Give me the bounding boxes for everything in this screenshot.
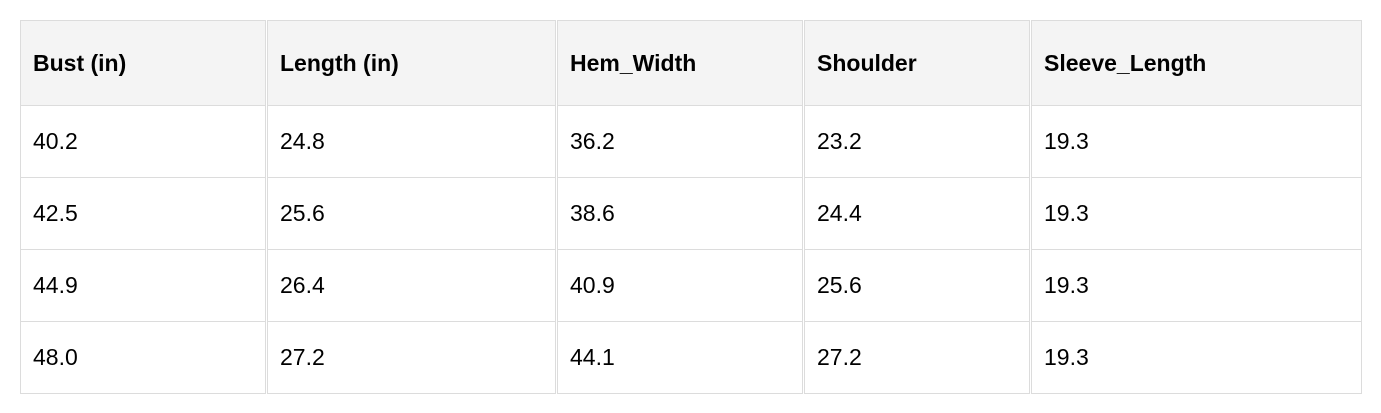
column-header: Hem_Width bbox=[557, 20, 803, 106]
table-cell: 25.6 bbox=[267, 178, 556, 250]
table-cell: 44.9 bbox=[20, 250, 266, 322]
table-cell: 25.6 bbox=[804, 250, 1030, 322]
size-table: Bust (in) Length (in) Hem_Width Shoulder… bbox=[20, 20, 1362, 394]
table-cell: 27.2 bbox=[804, 322, 1030, 394]
table-cell: 44.1 bbox=[557, 322, 803, 394]
table-cell: 40.9 bbox=[557, 250, 803, 322]
table-cell: 26.4 bbox=[267, 250, 556, 322]
table-cell: 36.2 bbox=[557, 106, 803, 178]
table-cell: 48.0 bbox=[20, 322, 266, 394]
table-row: 40.2 24.8 36.2 23.2 19.3 bbox=[20, 106, 1362, 178]
table-row: 48.0 27.2 44.1 27.2 19.3 bbox=[20, 322, 1362, 394]
table-cell: 19.3 bbox=[1031, 250, 1362, 322]
column-header: Bust (in) bbox=[20, 20, 266, 106]
table-cell: 19.3 bbox=[1031, 322, 1362, 394]
table-cell: 42.5 bbox=[20, 178, 266, 250]
table-cell: 38.6 bbox=[557, 178, 803, 250]
table-cell: 24.8 bbox=[267, 106, 556, 178]
table-cell: 24.4 bbox=[804, 178, 1030, 250]
column-header: Sleeve_Length bbox=[1031, 20, 1362, 106]
table-cell: 40.2 bbox=[20, 106, 266, 178]
column-header: Length (in) bbox=[267, 20, 556, 106]
table-cell: 19.3 bbox=[1031, 178, 1362, 250]
table-header-row: Bust (in) Length (in) Hem_Width Shoulder… bbox=[20, 20, 1362, 106]
table-cell: 23.2 bbox=[804, 106, 1030, 178]
table-row: 44.9 26.4 40.9 25.6 19.3 bbox=[20, 250, 1362, 322]
table-cell: 27.2 bbox=[267, 322, 556, 394]
table-row: 42.5 25.6 38.6 24.4 19.3 bbox=[20, 178, 1362, 250]
table-cell: 19.3 bbox=[1031, 106, 1362, 178]
column-header: Shoulder bbox=[804, 20, 1030, 106]
